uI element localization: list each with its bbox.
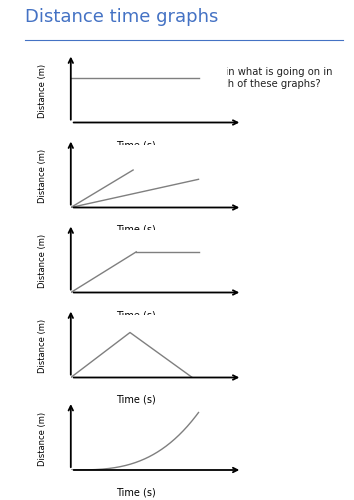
Text: Time (s): Time (s) <box>116 310 156 320</box>
Text: Time (s): Time (s) <box>116 395 156 405</box>
Text: Time (s): Time (s) <box>116 140 156 150</box>
Text: Distance (m): Distance (m) <box>38 64 47 118</box>
Text: Explain what is going on in
each of these graphs?: Explain what is going on in each of thes… <box>198 67 333 89</box>
Text: Distance (m): Distance (m) <box>38 149 47 204</box>
Text: Time (s): Time (s) <box>116 225 156 235</box>
Text: Distance (m): Distance (m) <box>38 234 47 288</box>
Text: Distance time graphs: Distance time graphs <box>25 8 218 26</box>
Text: Distance (m): Distance (m) <box>38 319 47 374</box>
Text: Distance (m): Distance (m) <box>38 412 47 466</box>
Text: Time (s): Time (s) <box>116 488 156 498</box>
